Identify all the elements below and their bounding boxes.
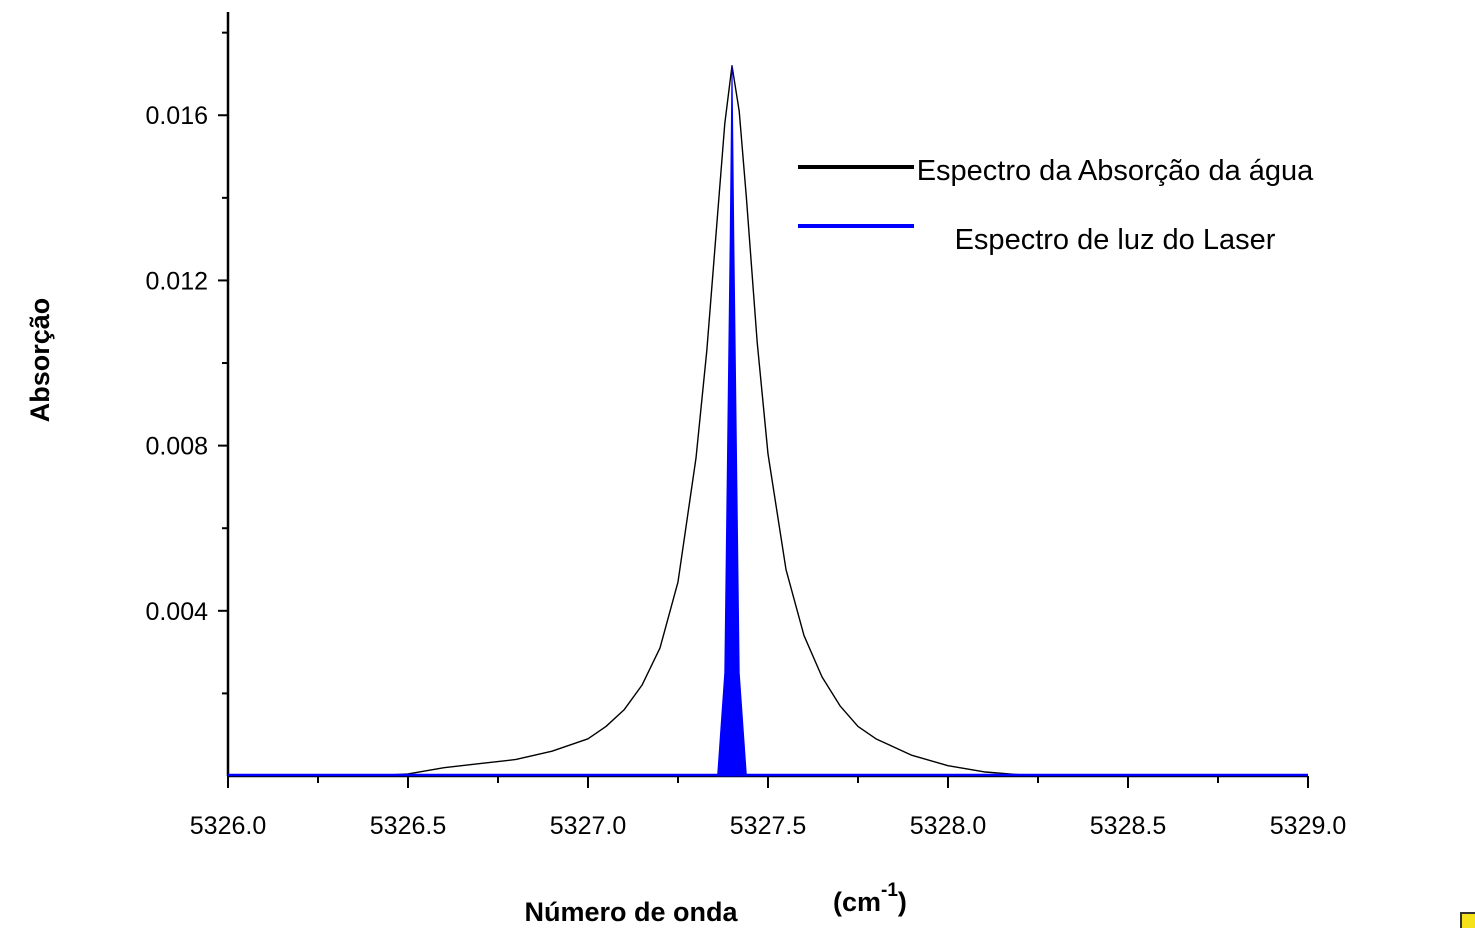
x-tick-label: 5326.0 [190,812,266,840]
x-axis-unit: (cm-1) [833,880,907,917]
x-axis-unit-open: (cm [833,887,881,917]
y-tick-label: 0.008 [145,433,208,461]
legend-label-water: Espectro da Absorção da água [917,155,1314,187]
x-tick-label: 5329.0 [1270,812,1346,840]
legend-label-laser: Espectro de luz do Laser [955,224,1276,256]
x-axis-unit-close: ) [898,887,907,917]
y-tick-label: 0.012 [145,267,208,295]
y-tick-label: 0.016 [145,102,208,130]
y-tick-label: 0.004 [145,598,208,626]
y-ticks: 0.004 0.008 0.012 0.016 [145,31,228,695]
x-ticks: 5326.0 5326.5 5327.0 5327.5 5328.0 5328.5 5329… [190,776,1346,840]
series-laser-peak [717,65,747,777]
legend: Espectro da Absorção da água Espectro de… [798,155,1314,256]
x-tick-label: 5326.5 [370,812,446,840]
axes [226,12,1308,778]
corner-icon [1460,912,1475,928]
x-axis-unit-sup: -1 [881,880,898,901]
series-layer [228,64,1308,777]
x-tick-label: 5327.5 [730,812,806,840]
x-tick-label: 5327.0 [550,812,626,840]
y-axis-title: Absorção [25,298,55,423]
x-axis-title: Número de onda [524,897,738,927]
x-tick-label: 5328.0 [910,812,986,840]
x-tick-label: 5328.5 [1090,812,1166,840]
